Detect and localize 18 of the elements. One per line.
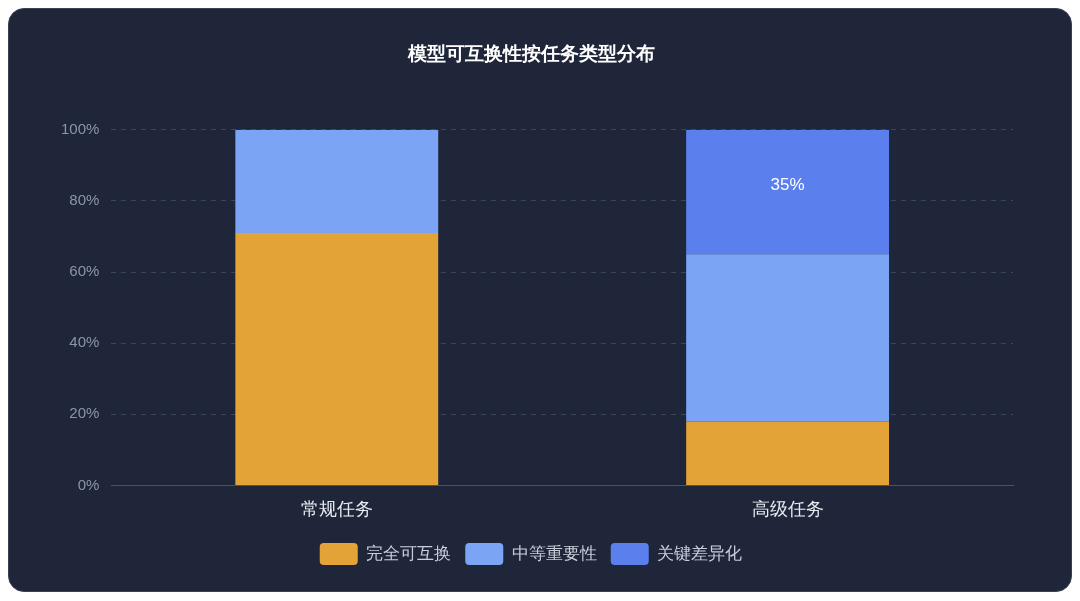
y-tick-label: 20%	[69, 404, 100, 422]
legend-label: 完全可互换	[366, 543, 452, 563]
y-tick-label: 0%	[77, 475, 100, 493]
legend-label: 关键差异化	[657, 543, 743, 563]
y-tick-label: 60%	[69, 262, 100, 280]
legend-label: 中等重要性	[511, 543, 597, 563]
data-label: 35%	[770, 175, 805, 195]
y-tick-label: 100%	[60, 119, 100, 137]
bar	[235, 232, 439, 485]
bar	[686, 129, 890, 255]
bar	[235, 129, 439, 233]
x-tick-label: 常规任务	[300, 499, 373, 520]
y-tick-label: 80%	[69, 191, 100, 209]
y-tick-label: 40%	[69, 333, 100, 351]
x-tick-label: 高级任务	[751, 499, 824, 520]
bar	[686, 421, 890, 485]
bar	[686, 254, 890, 422]
chart-title: 模型可互换性按任务类型分布	[406, 42, 655, 64]
